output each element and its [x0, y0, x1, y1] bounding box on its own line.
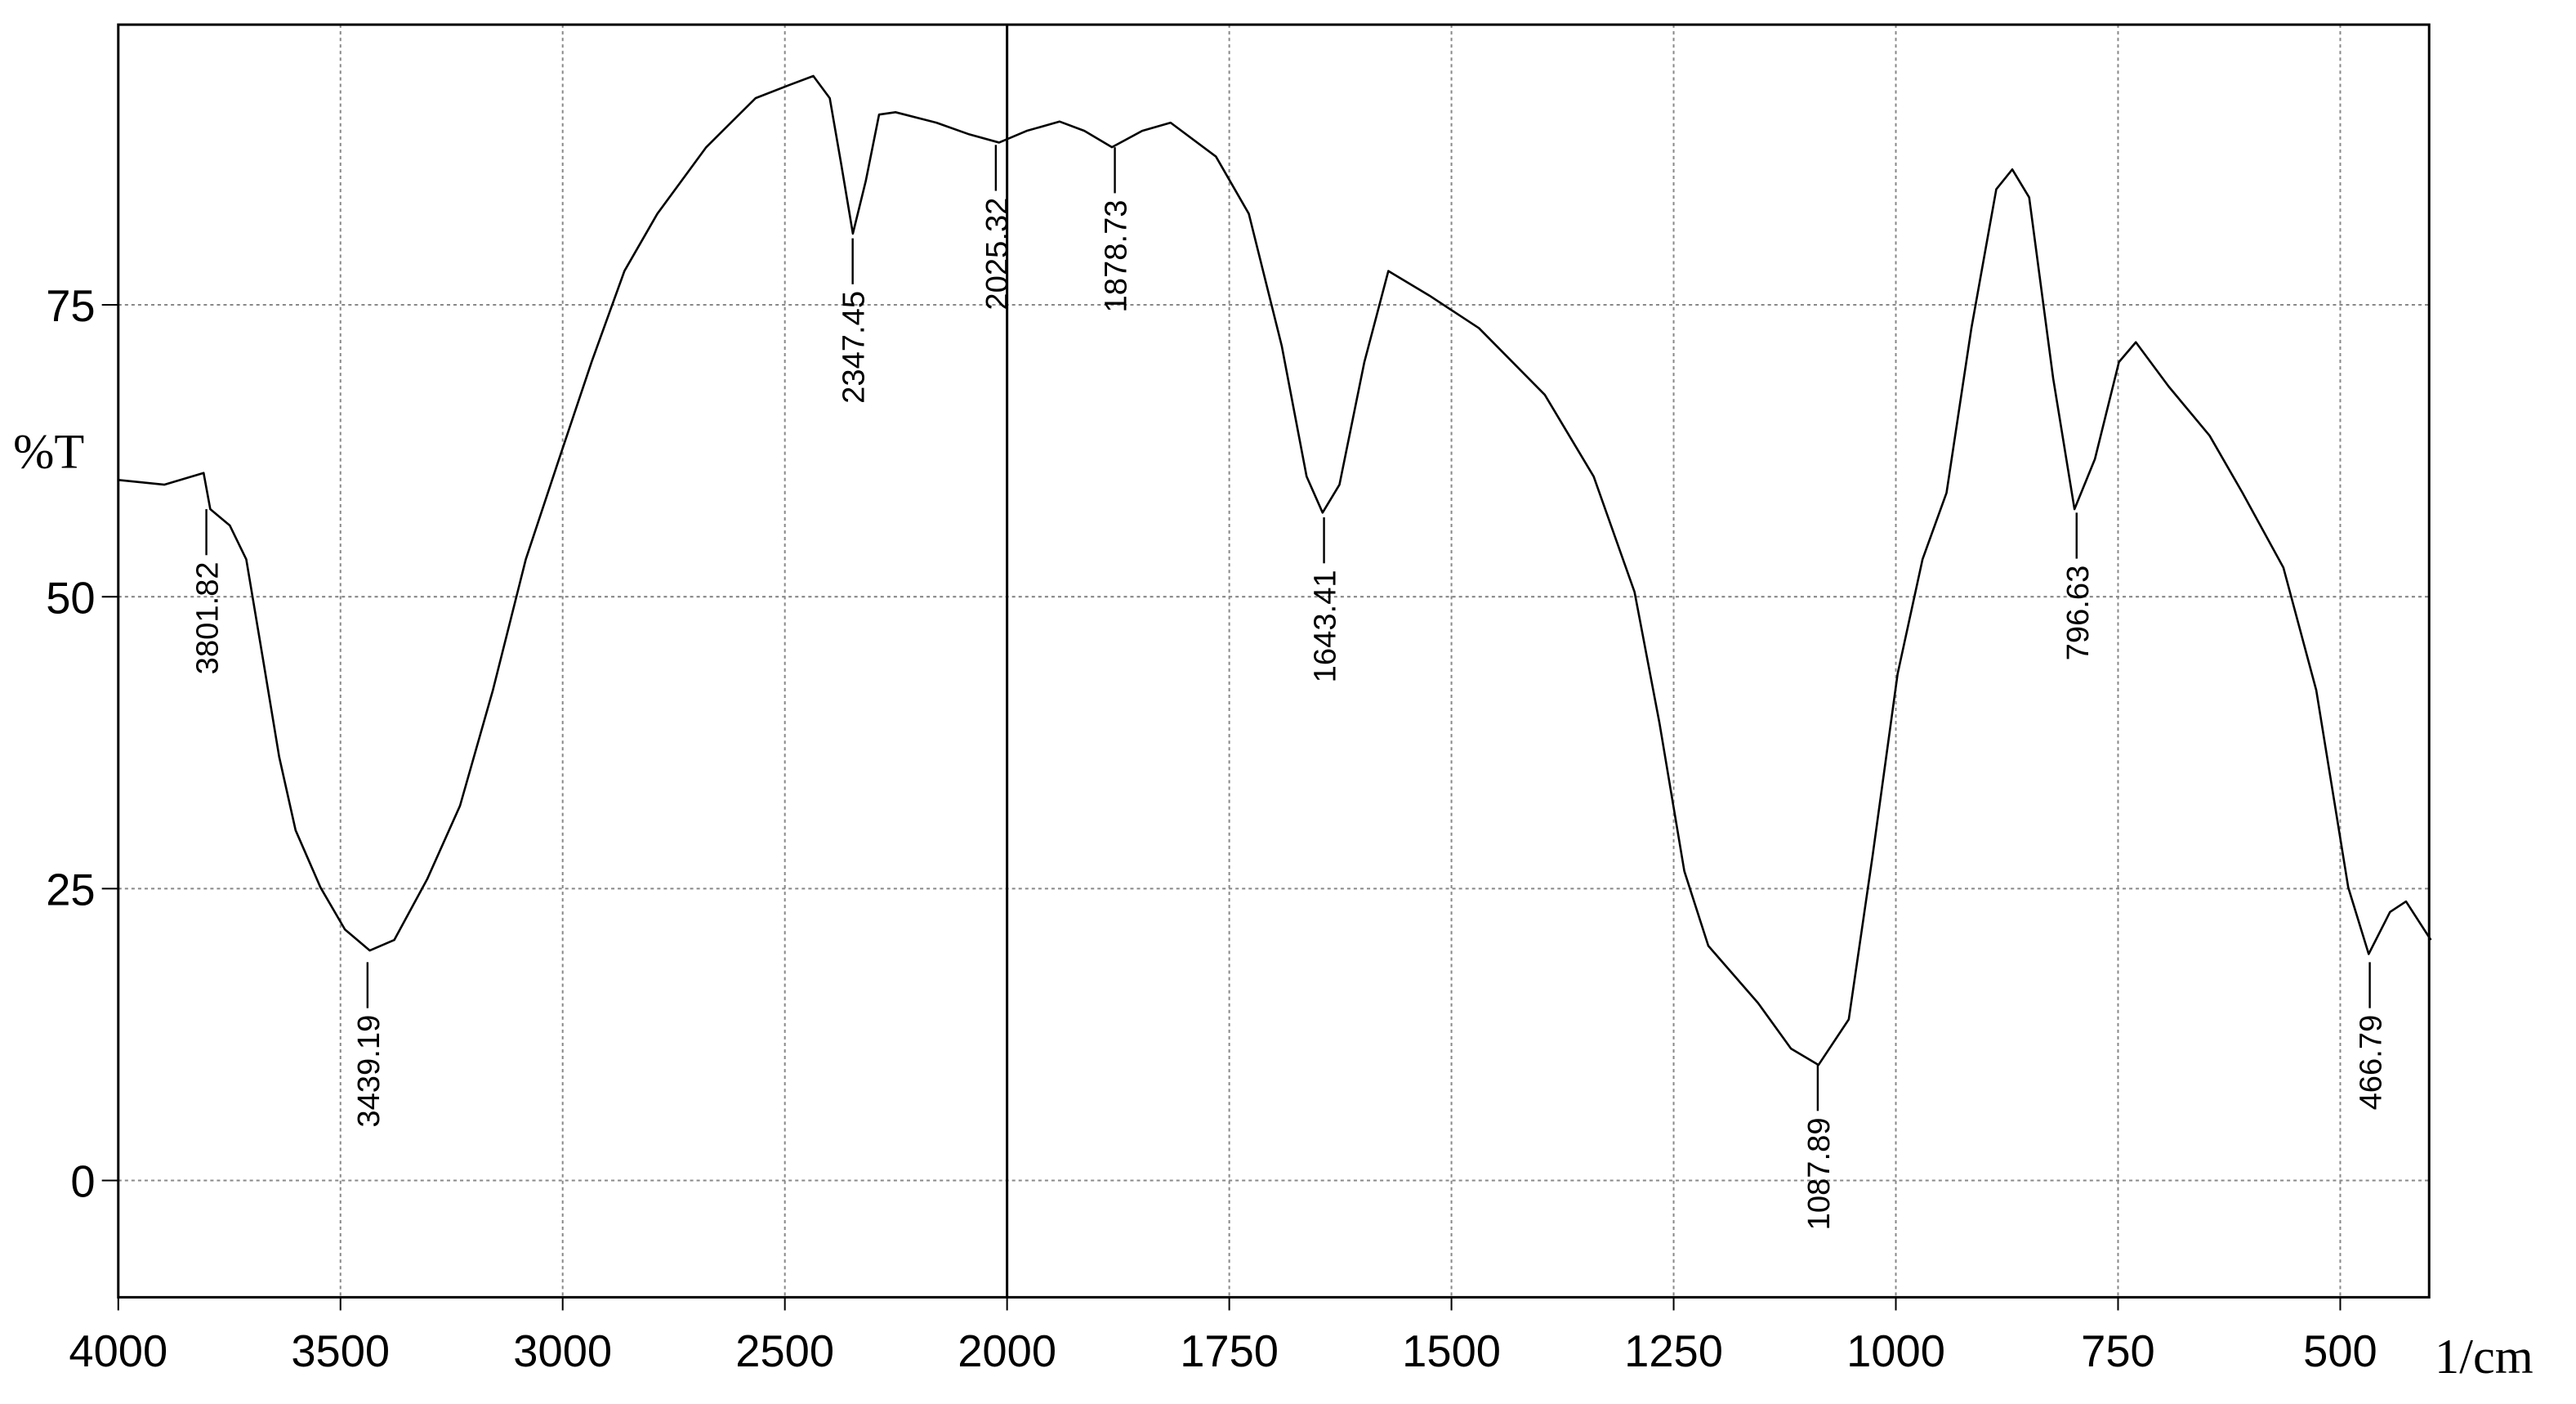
x-tick-label: 500 — [2303, 1326, 2377, 1376]
y-axis-label: %T — [13, 425, 84, 480]
peak-label: 3439.19 — [351, 1015, 386, 1128]
x-axis-label: 1/cm — [2435, 1330, 2534, 1384]
spectrum-line — [118, 74, 2432, 1066]
x-tick-label: 3500 — [291, 1326, 390, 1376]
y-tick-label: 50 — [46, 573, 95, 623]
peak-label: 1878.73 — [1099, 199, 1134, 312]
y-tick-label: 75 — [46, 281, 95, 331]
peak-label: 466.79 — [2354, 1015, 2389, 1111]
peak-label: 2025.32 — [980, 198, 1015, 311]
x-tick-label: 1000 — [1846, 1326, 1945, 1376]
y-tick-label: 25 — [46, 865, 95, 914]
x-tick-label: 750 — [2081, 1326, 2155, 1376]
peak-label: 796.63 — [2060, 566, 2096, 661]
peak-label: 3801.82 — [190, 561, 225, 674]
y-tick-label: 0 — [70, 1157, 95, 1207]
x-tick-label: 1250 — [1624, 1326, 1723, 1376]
peak-label: 1643.41 — [1308, 570, 1343, 682]
x-tick-label: 3000 — [513, 1326, 612, 1376]
peak-label: 1087.89 — [1801, 1117, 1837, 1230]
x-tick-label: 1500 — [1402, 1326, 1501, 1376]
plot-frame — [117, 23, 2431, 1299]
x-tick-label: 1750 — [1180, 1326, 1279, 1376]
peak-label: 2347.45 — [837, 291, 872, 404]
x-tick-label: 2000 — [958, 1326, 1056, 1376]
x-tick-label: 2500 — [735, 1326, 834, 1376]
x-tick-label: 4000 — [69, 1326, 167, 1376]
